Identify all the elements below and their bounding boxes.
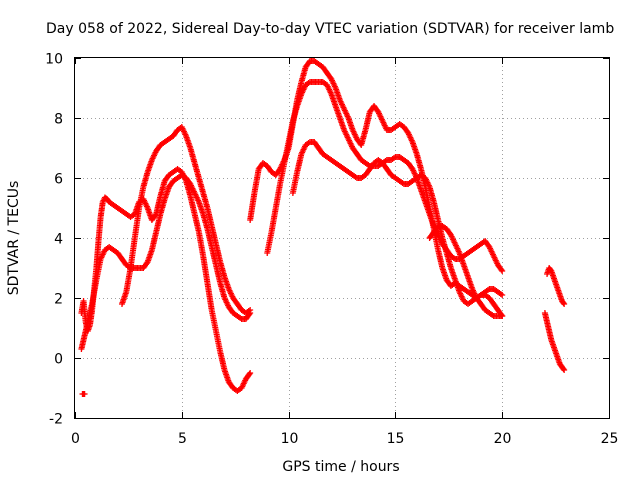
data-point (499, 268, 506, 274)
y-tick-label: 10 (45, 52, 63, 68)
data-point (560, 300, 567, 306)
plot-frame (74, 57, 610, 419)
data-points (78, 58, 568, 397)
y-tick-label: 2 (54, 292, 63, 308)
chart-title: Day 058 of 2022, Sidereal Day-to-day VTE… (46, 21, 614, 37)
series-track-e (264, 79, 506, 274)
data-point (561, 367, 568, 373)
y-tick-label: 8 (54, 112, 63, 128)
y-tick-label: 6 (54, 172, 63, 188)
x-tick-label: 20 (494, 431, 512, 447)
series-track-b (78, 172, 254, 352)
series-track-i (544, 265, 568, 307)
series-track-c (118, 124, 254, 316)
y-tick-label: 0 (54, 352, 63, 368)
x-tick-label: 15 (387, 431, 405, 447)
data-point (247, 370, 254, 376)
data-point (499, 292, 506, 298)
data-point (560, 366, 567, 372)
x-axis-label: GPS time / hours (282, 459, 399, 475)
series-outlier (79, 391, 88, 397)
y-axis-label: SDTVAR / TECUs (6, 181, 22, 296)
data-point (247, 307, 254, 313)
axis-ticks: 0 5 10 15 20 25 -2 0 2 4 6 8 10 (45, 52, 618, 448)
series-track-g (426, 223, 506, 319)
y-tick-label: 4 (54, 232, 63, 248)
data-point (498, 266, 505, 273)
x-tick-label: 10 (281, 431, 299, 447)
data-point (499, 313, 506, 319)
x-tick-label: 25 (601, 431, 619, 447)
x-tick-label: 0 (71, 431, 80, 447)
x-tick-label: 5 (178, 431, 187, 447)
series-track-f (289, 139, 506, 319)
data-point (561, 301, 568, 307)
y-tick-label: -2 (49, 412, 63, 428)
series-track-h (541, 310, 568, 373)
data-point (81, 391, 88, 397)
data-point (246, 371, 253, 377)
